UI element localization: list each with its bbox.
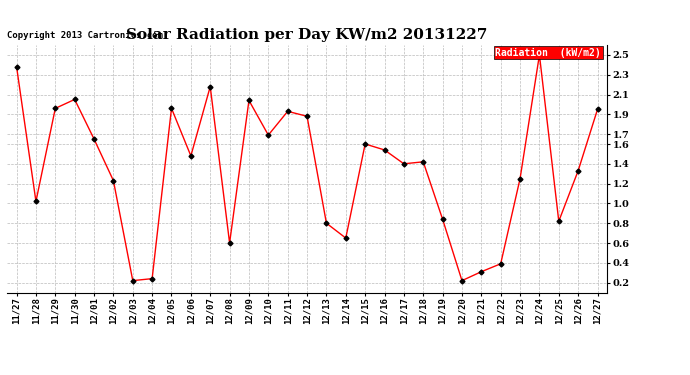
Text: Radiation  (kW/m2): Radiation (kW/m2) [495, 48, 601, 57]
Text: Copyright 2013 Cartronics.com: Copyright 2013 Cartronics.com [7, 31, 163, 40]
Title: Solar Radiation per Day KW/m2 20131227: Solar Radiation per Day KW/m2 20131227 [126, 28, 488, 42]
